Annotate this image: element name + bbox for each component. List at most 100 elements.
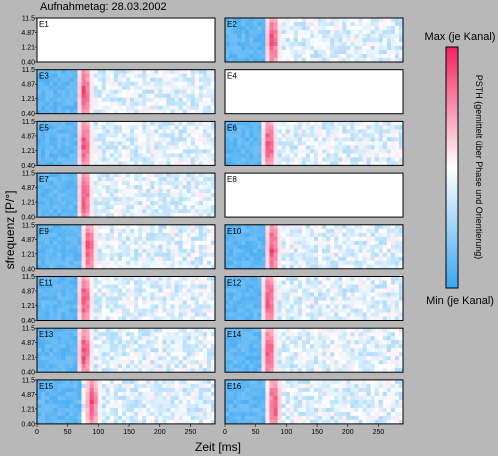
heatmap-cell	[354, 296, 359, 301]
heatmap-cell	[398, 46, 404, 51]
heatmap-cell	[49, 157, 54, 162]
heatmap-cell	[146, 232, 151, 238]
heatmap-cell	[237, 248, 242, 254]
heatmap-cell	[297, 292, 303, 297]
heatmap-cell	[190, 352, 196, 357]
heatmap-cell	[178, 205, 184, 210]
heatmap-cell	[162, 304, 167, 309]
heatmap-cell	[206, 340, 212, 345]
heatmap-cell	[374, 296, 380, 301]
y-tick-label: 4.87	[21, 289, 35, 296]
heatmap-cell	[245, 276, 250, 281]
heatmap-cell	[77, 280, 82, 285]
heatmap-cell	[101, 137, 107, 142]
heatmap-cell	[293, 42, 299, 47]
heatmap-cell	[53, 105, 58, 111]
heatmap-cell	[109, 256, 115, 262]
heatmap-cell	[93, 228, 99, 234]
heatmap-cell	[49, 344, 54, 349]
heatmap-cell	[378, 34, 384, 39]
heatmap-cell	[390, 300, 396, 305]
heatmap-cell	[206, 81, 212, 87]
heatmap-cell	[206, 288, 212, 293]
heatmap-cell	[374, 304, 380, 309]
heatmap-cell	[121, 308, 127, 313]
heatmap-cell	[370, 18, 376, 23]
heatmap-cell	[269, 288, 274, 293]
heatmap-cell	[97, 81, 103, 87]
heatmap-cell	[202, 213, 208, 218]
heatmap-cell	[174, 85, 179, 91]
heatmap-cell	[146, 77, 151, 83]
heatmap-cell	[269, 145, 274, 150]
heatmap-cell	[202, 332, 208, 337]
heatmap-cell	[117, 81, 123, 87]
heatmap-cell	[249, 133, 254, 138]
heatmap-cell	[190, 141, 196, 146]
heatmap-cell	[117, 209, 123, 214]
heatmap-cell	[326, 300, 331, 305]
heatmap-cell	[394, 312, 400, 317]
heatmap-cell	[65, 340, 70, 345]
heatmap-cell	[277, 316, 283, 321]
heatmap-cell	[93, 288, 99, 293]
heatmap-cell	[69, 316, 74, 321]
heatmap-cell	[190, 177, 196, 182]
heatmap-cell	[134, 93, 139, 99]
heatmap-cell	[117, 308, 123, 313]
heatmap-cell	[334, 316, 339, 321]
heatmap-cell	[166, 181, 171, 186]
heatmap-cell	[374, 236, 380, 242]
heatmap-cell	[65, 364, 70, 369]
heatmap-cell	[210, 185, 216, 190]
heatmap-cell	[305, 236, 311, 242]
heatmap-cell	[289, 58, 295, 63]
heatmap-cell	[190, 364, 196, 369]
heatmap-cell	[301, 284, 307, 289]
heatmap-cell	[261, 236, 266, 242]
heatmap-cell	[210, 352, 216, 357]
heatmap-cell	[190, 240, 196, 246]
heatmap-cell	[382, 248, 388, 254]
heatmap-cell	[85, 133, 90, 138]
heatmap-cell	[237, 161, 242, 166]
heatmap-cell	[374, 58, 380, 63]
heatmap-cell	[174, 240, 179, 246]
heatmap-cell	[202, 109, 208, 115]
heatmap-cell	[326, 38, 331, 43]
heatmap-cell	[261, 141, 266, 146]
heatmap-cell	[253, 248, 258, 254]
heatmap-cell	[198, 193, 204, 198]
heatmap-cell	[154, 356, 159, 361]
heatmap-cell	[362, 30, 367, 35]
heatmap-cell	[89, 260, 95, 266]
heatmap-cell	[190, 137, 196, 142]
heatmap-cell	[41, 248, 46, 254]
heatmap-cell	[330, 284, 335, 289]
heatmap-cell	[37, 260, 42, 266]
heatmap-cell	[134, 121, 139, 126]
heatmap-cell	[109, 304, 115, 309]
heatmap-cell	[206, 284, 212, 289]
heatmap-cell	[277, 240, 283, 246]
heatmap-cell	[166, 332, 171, 337]
heatmap-cell	[350, 50, 355, 55]
heatmap-cell	[374, 316, 380, 321]
heatmap-cell	[65, 304, 70, 309]
heatmap-cell	[273, 304, 278, 309]
heatmap-cell	[69, 93, 74, 99]
heatmap-cell	[146, 332, 151, 337]
heatmap-cell	[362, 18, 367, 23]
heatmap-cell	[158, 288, 163, 293]
heatmap-cell	[49, 81, 54, 87]
heatmap-cell	[206, 101, 212, 107]
heatmap-cell	[305, 308, 311, 313]
heatmap-cell	[170, 348, 175, 353]
heatmap-cell	[265, 236, 270, 242]
heatmap-cell	[109, 85, 115, 91]
heatmap-cell	[277, 280, 283, 285]
heatmap-cell	[273, 42, 278, 47]
heatmap-cell	[318, 22, 323, 27]
heatmap-cell	[342, 288, 347, 293]
heatmap-cell	[194, 77, 200, 83]
